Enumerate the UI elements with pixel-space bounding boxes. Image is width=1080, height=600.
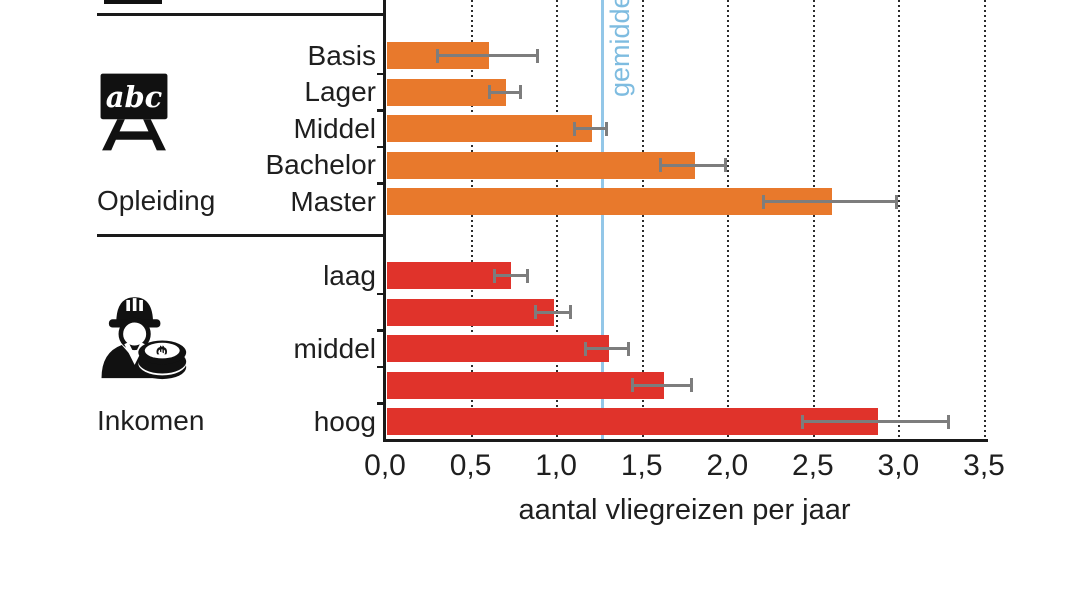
error-bar-cap-high xyxy=(895,194,899,209)
gridline xyxy=(470,0,473,441)
category-label-Basis: Basis xyxy=(307,39,376,71)
x-tick-label-2,0: 2,0 xyxy=(706,449,749,482)
error-bar xyxy=(761,200,899,204)
category-label-laag: laag xyxy=(323,259,376,291)
error-bar-cap-low xyxy=(436,48,440,63)
y-axis-tick xyxy=(377,365,385,369)
bar-Master xyxy=(386,188,832,216)
bar-Bachelor xyxy=(386,151,695,179)
error-bar-cap-high xyxy=(690,378,694,393)
x-tick-label-0,5: 0,5 xyxy=(449,449,492,482)
x-axis-title: aantal vliegreizen per jaar xyxy=(518,494,851,526)
error-bar xyxy=(487,90,522,94)
average-reference-label: gemiddelde xyxy=(605,0,635,97)
y-axis-tick xyxy=(377,72,385,75)
gridline xyxy=(898,0,901,441)
gridline xyxy=(641,0,644,441)
bar-Lager xyxy=(386,78,507,106)
y-axis-tick xyxy=(377,292,385,295)
error-bar xyxy=(492,274,529,277)
x-tick-label-1,5: 1,5 xyxy=(620,449,663,482)
x-tick-label-3,5: 3,5 xyxy=(963,449,1005,482)
y-axis-tick xyxy=(377,402,385,405)
error-bar xyxy=(573,127,608,131)
x-axis-line xyxy=(383,439,988,442)
x-tick-label-0,0: 0,0 xyxy=(364,449,406,482)
error-bar-cap-low xyxy=(533,305,537,320)
svg-text:€: € xyxy=(153,345,169,356)
error-bar-cap-low xyxy=(800,414,804,429)
error-bar xyxy=(631,383,693,387)
worker-coins-icon: € xyxy=(96,286,188,382)
x-tick-label-1,0: 1,0 xyxy=(535,449,577,482)
error-bar xyxy=(583,347,630,351)
x-tick-label-3,0: 3,0 xyxy=(877,449,920,482)
error-bar-cap-high xyxy=(518,85,522,100)
y-axis-tick xyxy=(377,329,385,332)
category-label-Middel: Middel xyxy=(293,112,376,144)
error-bar-cap-high xyxy=(525,268,529,283)
category-label-middel: middel xyxy=(293,332,376,364)
bar-hoog xyxy=(386,408,878,436)
y-axis-tick xyxy=(377,145,385,149)
gridline xyxy=(556,0,559,441)
bar-Middel xyxy=(386,115,592,143)
error-bar-cap-high xyxy=(946,414,950,429)
bar-inkomen-2 xyxy=(386,298,555,326)
error-bar-cap-low xyxy=(573,121,577,136)
error-bar-cap-low xyxy=(492,268,496,283)
error-bar xyxy=(436,54,539,57)
y-axis-tick xyxy=(377,109,385,112)
average-reference-line xyxy=(601,0,604,441)
category-label-hoog: hoog xyxy=(313,405,376,437)
group-label-opleiding: Opleiding xyxy=(97,185,216,217)
x-tick-label-2,5: 2,5 xyxy=(792,449,834,482)
bar-middel xyxy=(386,335,609,363)
error-bar-cap-low xyxy=(631,378,635,393)
category-label-Lager: Lager xyxy=(304,76,376,108)
gridline xyxy=(812,0,815,441)
error-bar-cap-low xyxy=(658,158,662,173)
gridline xyxy=(727,0,730,441)
error-bar-cap-low xyxy=(583,341,587,356)
y-axis-tick xyxy=(377,182,385,185)
error-bar xyxy=(800,420,950,424)
bar-inkomen-4 xyxy=(386,371,664,399)
cropped-previous-group-icon xyxy=(104,0,162,4)
error-bar-cap-high xyxy=(604,121,608,136)
error-bar xyxy=(658,163,728,167)
chalkboard-abc-icon: abc xyxy=(96,72,172,152)
category-label-Bachelor: Bachelor xyxy=(265,149,376,181)
error-bar-cap-low xyxy=(487,85,491,100)
error-bar-cap-high xyxy=(536,48,539,63)
group-divider-middle xyxy=(97,234,385,237)
category-label-Master: Master xyxy=(290,185,376,217)
error-bar-cap-high xyxy=(626,341,630,356)
svg-text:abc: abc xyxy=(106,80,163,114)
group-divider-top xyxy=(97,13,385,16)
gridline xyxy=(984,0,986,441)
bar-laag xyxy=(386,262,512,289)
group-label-inkomen: Inkomen xyxy=(97,405,205,437)
y-axis-line xyxy=(383,0,386,442)
error-bar-cap-high xyxy=(724,158,728,173)
error-bar xyxy=(533,310,572,314)
error-bar-cap-low xyxy=(761,194,765,209)
error-bar-cap-high xyxy=(568,305,572,320)
